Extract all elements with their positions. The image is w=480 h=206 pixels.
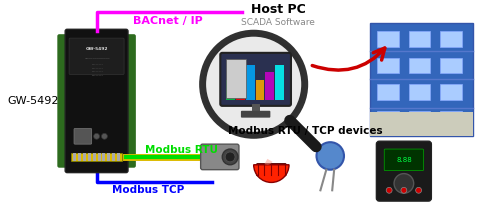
FancyBboxPatch shape <box>74 129 92 144</box>
FancyBboxPatch shape <box>87 153 91 161</box>
FancyBboxPatch shape <box>377 31 398 47</box>
Text: 8.88: 8.88 <box>395 157 411 163</box>
Text: ━━━━━━━━: ━━━━━━━━ <box>90 74 102 78</box>
FancyBboxPatch shape <box>78 153 81 161</box>
Circle shape <box>222 149 238 165</box>
FancyBboxPatch shape <box>369 112 472 136</box>
FancyBboxPatch shape <box>377 111 398 126</box>
Circle shape <box>225 152 235 162</box>
FancyBboxPatch shape <box>71 153 122 161</box>
FancyBboxPatch shape <box>255 80 264 100</box>
FancyBboxPatch shape <box>57 34 71 168</box>
FancyBboxPatch shape <box>69 38 124 74</box>
FancyBboxPatch shape <box>439 84 461 100</box>
FancyBboxPatch shape <box>200 144 239 170</box>
FancyBboxPatch shape <box>265 73 274 100</box>
FancyBboxPatch shape <box>369 23 472 136</box>
Text: ━━━━━━━━: ━━━━━━━━ <box>90 63 102 67</box>
Text: SCADA Software: SCADA Software <box>241 18 314 27</box>
FancyBboxPatch shape <box>376 141 431 201</box>
Circle shape <box>393 174 413 193</box>
Text: Modbus TCP: Modbus TCP <box>112 185 184 195</box>
Text: ────────────: ──────────── <box>84 57 109 61</box>
Text: GW-5492: GW-5492 <box>85 47 108 51</box>
FancyBboxPatch shape <box>251 104 259 112</box>
Wedge shape <box>253 165 288 183</box>
FancyBboxPatch shape <box>240 111 270 118</box>
FancyBboxPatch shape <box>377 58 398 74</box>
FancyBboxPatch shape <box>122 34 135 168</box>
FancyBboxPatch shape <box>408 84 430 100</box>
Text: GW-5492: GW-5492 <box>7 96 59 106</box>
FancyBboxPatch shape <box>112 153 115 161</box>
FancyBboxPatch shape <box>73 153 76 161</box>
FancyBboxPatch shape <box>93 153 96 161</box>
FancyBboxPatch shape <box>226 80 235 100</box>
FancyBboxPatch shape <box>384 149 422 171</box>
Circle shape <box>202 33 304 135</box>
FancyBboxPatch shape <box>236 73 244 100</box>
FancyBboxPatch shape <box>439 111 461 126</box>
Wedge shape <box>264 159 272 165</box>
Circle shape <box>400 187 406 193</box>
FancyBboxPatch shape <box>107 153 110 161</box>
FancyBboxPatch shape <box>408 111 430 126</box>
FancyBboxPatch shape <box>83 153 85 161</box>
FancyBboxPatch shape <box>226 59 245 98</box>
Text: Host PC: Host PC <box>250 2 305 15</box>
FancyBboxPatch shape <box>102 153 105 161</box>
FancyBboxPatch shape <box>275 65 284 100</box>
Text: BACnet / IP: BACnet / IP <box>133 15 203 26</box>
Text: ━━━━━━━━: ━━━━━━━━ <box>90 67 102 71</box>
Circle shape <box>415 187 420 193</box>
Text: ━━━━━━━━: ━━━━━━━━ <box>90 70 102 75</box>
Circle shape <box>101 133 107 139</box>
FancyBboxPatch shape <box>408 31 430 47</box>
FancyBboxPatch shape <box>408 58 430 74</box>
FancyBboxPatch shape <box>245 65 254 100</box>
Text: Modbus RTU / TCP devices: Modbus RTU / TCP devices <box>228 126 382 136</box>
FancyBboxPatch shape <box>439 58 461 74</box>
Circle shape <box>385 187 391 193</box>
FancyArrowPatch shape <box>312 48 384 70</box>
FancyBboxPatch shape <box>97 153 100 161</box>
Circle shape <box>316 142 343 170</box>
Text: Modbus RTU: Modbus RTU <box>144 145 217 155</box>
Circle shape <box>94 133 99 139</box>
FancyBboxPatch shape <box>65 29 128 173</box>
FancyBboxPatch shape <box>117 153 120 161</box>
FancyBboxPatch shape <box>220 53 290 106</box>
FancyBboxPatch shape <box>439 31 461 47</box>
FancyBboxPatch shape <box>377 84 398 100</box>
FancyBboxPatch shape <box>256 164 286 176</box>
